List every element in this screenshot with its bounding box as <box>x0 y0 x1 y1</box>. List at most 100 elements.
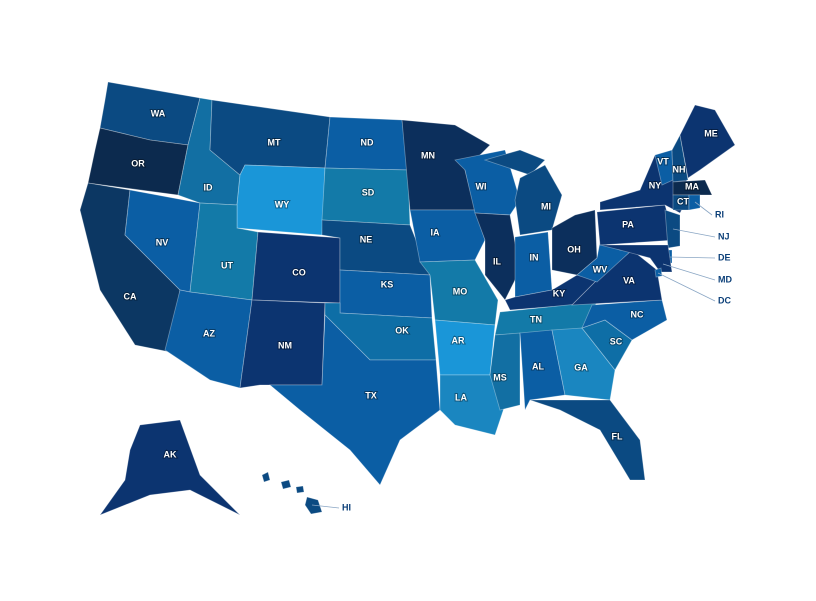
state-label: OR <box>131 158 145 168</box>
leader-line <box>657 272 716 302</box>
state-label: WA <box>151 108 166 118</box>
state-label: NH <box>673 164 686 174</box>
state-shape <box>596 204 676 246</box>
state-shape <box>434 319 496 376</box>
state-label: WV <box>593 264 608 274</box>
state-label: CA <box>124 291 137 301</box>
state-label: OK <box>395 325 409 335</box>
state-label: AR <box>452 335 465 345</box>
state: NJ <box>664 209 730 249</box>
state-label: LA <box>455 392 467 402</box>
state-shape <box>519 329 566 412</box>
state-label: WY <box>275 199 290 209</box>
state-label: NC <box>631 309 644 319</box>
state: AL <box>519 329 566 412</box>
state: TX <box>268 314 441 486</box>
state-shape <box>409 209 486 263</box>
state: MI <box>483 149 563 236</box>
leader-line <box>694 201 713 216</box>
state: MS <box>489 332 521 411</box>
state-label: NJ <box>718 231 730 241</box>
state: WV <box>576 241 634 283</box>
state-label: ND <box>361 137 374 147</box>
state-label: OH <box>567 244 581 254</box>
state-shape <box>164 289 253 389</box>
leader-line <box>311 504 340 509</box>
state-label: FL <box>612 431 623 441</box>
state: ND <box>324 116 409 171</box>
state-shape <box>664 209 681 249</box>
state-shape <box>261 471 271 483</box>
state: WY <box>236 164 326 236</box>
state-label: AL <box>532 361 544 371</box>
state-label: MD <box>718 274 732 284</box>
state-shape <box>514 164 563 236</box>
state: SD <box>321 167 411 226</box>
state-label: AK <box>164 449 177 459</box>
state-label: CO <box>292 267 306 277</box>
state: MA <box>672 179 713 196</box>
state: FL <box>529 399 646 481</box>
state-shape <box>654 267 663 278</box>
state: CO <box>251 231 341 304</box>
state: AR <box>434 319 496 376</box>
state: NV <box>124 189 201 293</box>
state-shape <box>672 179 713 196</box>
state-label: SC <box>610 336 623 346</box>
state-shape <box>280 479 292 490</box>
state-label: KS <box>381 279 394 289</box>
state-label: DE <box>718 252 731 262</box>
state-label: TN <box>530 314 542 324</box>
state-label: MA <box>685 181 699 191</box>
state: NH <box>671 133 689 183</box>
state-shape <box>688 194 701 211</box>
state-label: NE <box>360 234 373 244</box>
state-label: HI <box>342 502 351 512</box>
state-label: IN <box>530 252 539 262</box>
state-label: VA <box>623 275 635 285</box>
state-shape <box>551 327 616 401</box>
state-label: MN <box>421 150 435 160</box>
state-label: NY <box>649 180 662 190</box>
state-label: IA <box>431 227 441 237</box>
state-shape <box>295 485 305 494</box>
leader-line <box>672 228 716 238</box>
state-label: VT <box>657 156 669 166</box>
state-label: NV <box>156 237 169 247</box>
state: KY <box>504 274 598 311</box>
state-label: TX <box>365 390 377 400</box>
state: ME <box>679 104 736 179</box>
state-label: UT <box>221 260 233 270</box>
state-shape <box>679 104 736 179</box>
state-label: MT <box>268 137 281 147</box>
state-label: AZ <box>203 328 215 338</box>
state-shape <box>489 332 521 411</box>
state-label: ME <box>704 128 718 138</box>
state-label: MO <box>453 286 468 296</box>
state-shape <box>671 133 689 183</box>
state: NE <box>321 219 431 276</box>
state-label: IL <box>493 256 502 266</box>
state-label: CT <box>677 196 689 206</box>
state: CT <box>672 194 690 211</box>
state: PA <box>596 204 676 246</box>
state: NC <box>581 299 668 341</box>
leader-line <box>668 256 716 259</box>
state-shape <box>529 399 646 481</box>
state: AZ <box>164 289 253 389</box>
state-label: ID <box>204 182 214 192</box>
state: NM <box>239 299 326 389</box>
leader-line <box>662 263 716 281</box>
state: KS <box>339 269 433 319</box>
state-label: NM <box>278 340 292 350</box>
state: MT <box>209 99 331 176</box>
state-label: RI <box>715 209 724 219</box>
state-label: PA <box>622 219 634 229</box>
state-label: KY <box>553 288 566 298</box>
state-label: MI <box>541 201 551 211</box>
state-shape <box>581 299 668 341</box>
state: AK <box>98 419 241 516</box>
state: IN <box>514 231 553 298</box>
